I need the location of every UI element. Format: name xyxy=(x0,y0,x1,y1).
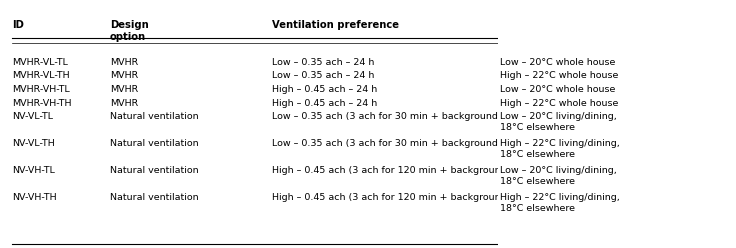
Text: MVHR: MVHR xyxy=(110,85,138,94)
Text: NV-VH-TL: NV-VH-TL xyxy=(12,166,55,175)
Text: Ventilation preference: Ventilation preference xyxy=(272,20,399,30)
Text: Low – 0.35 ach – 24 h: Low – 0.35 ach – 24 h xyxy=(272,58,375,67)
Text: Design
option: Design option xyxy=(110,20,149,42)
Text: NV-VL-TL: NV-VL-TL xyxy=(12,112,53,121)
Text: Low – 20°C living/dining,
18°C elsewhere: Low – 20°C living/dining, 18°C elsewhere xyxy=(500,112,617,132)
Text: MVHR-VL-TL: MVHR-VL-TL xyxy=(12,58,68,67)
Text: Low – 20°C whole house: Low – 20°C whole house xyxy=(500,58,615,67)
Text: Low – 20°C living/dining,
18°C elsewhere: Low – 20°C living/dining, 18°C elsewhere xyxy=(500,166,617,186)
Text: High – 0.45 ach – 24 h: High – 0.45 ach – 24 h xyxy=(272,85,378,94)
Text: NV-VH-TH: NV-VH-TH xyxy=(12,193,57,202)
Text: Low – 20°C whole house: Low – 20°C whole house xyxy=(500,85,615,94)
Text: High – 0.45 ach (3 ach for 120 min + background 0.3 ach): High – 0.45 ach (3 ach for 120 min + bac… xyxy=(272,193,548,202)
Text: Natural ventilation: Natural ventilation xyxy=(110,139,199,148)
Text: Low – 20°C whole house: Low – 20°C whole house xyxy=(500,58,615,67)
Text: High – 22°C living/dining,
18°C elsewhere: High – 22°C living/dining, 18°C elsewher… xyxy=(500,139,620,159)
Text: MVHR-VH-TL: MVHR-VH-TL xyxy=(12,85,70,94)
Text: High – 22°C whole house: High – 22°C whole house xyxy=(500,71,618,81)
Text: High – 22°C living/dining,
18°C elsewhere: High – 22°C living/dining, 18°C elsewher… xyxy=(500,193,620,213)
Text: Low – 20°C whole house: Low – 20°C whole house xyxy=(500,85,615,94)
Text: High – 0.45 ach (3 ach for 120 min + background 0.3 ach): High – 0.45 ach (3 ach for 120 min + bac… xyxy=(272,166,548,175)
Text: MVHR-VL-TH: MVHR-VL-TH xyxy=(12,71,70,81)
Text: ID: ID xyxy=(12,20,24,30)
Text: MVHR-VH-TH: MVHR-VH-TH xyxy=(12,98,71,107)
Text: Low – 20°C living/dining,
18°C elsewhere: Low – 20°C living/dining, 18°C elsewhere xyxy=(500,112,617,132)
Text: High – 22°C living/dining,
18°C elsewhere: High – 22°C living/dining, 18°C elsewher… xyxy=(500,193,620,213)
Text: High – 22°C whole house: High – 22°C whole house xyxy=(500,98,618,107)
Text: MVHR: MVHR xyxy=(110,71,138,81)
Text: Temperature preference: Temperature preference xyxy=(500,20,637,30)
Text: Low – 0.35 ach (3 ach for 30 min + background 0.3 ach): Low – 0.35 ach (3 ach for 30 min + backg… xyxy=(272,139,540,148)
Text: Natural ventilation: Natural ventilation xyxy=(110,112,199,121)
Text: High – 0.45 ach – 24 h: High – 0.45 ach – 24 h xyxy=(272,98,378,107)
Text: High – 22°C living/dining,
18°C elsewhere: High – 22°C living/dining, 18°C elsewher… xyxy=(500,139,620,159)
Text: Natural ventilation: Natural ventilation xyxy=(110,166,199,175)
Text: High – 22°C whole house: High – 22°C whole house xyxy=(500,98,618,107)
Text: Low – 0.35 ach (3 ach for 30 min + background 0.3 ach): Low – 0.35 ach (3 ach for 30 min + backg… xyxy=(272,112,540,121)
FancyBboxPatch shape xyxy=(498,0,736,248)
Text: MVHR: MVHR xyxy=(110,58,138,67)
Text: MVHR: MVHR xyxy=(110,98,138,107)
Text: Natural ventilation: Natural ventilation xyxy=(110,193,199,202)
Text: NV-VL-TH: NV-VL-TH xyxy=(12,139,54,148)
Text: Low – 20°C living/dining,
18°C elsewhere: Low – 20°C living/dining, 18°C elsewhere xyxy=(500,166,617,186)
Text: Low – 0.35 ach – 24 h: Low – 0.35 ach – 24 h xyxy=(272,71,375,81)
Text: High – 22°C whole house: High – 22°C whole house xyxy=(500,71,618,81)
